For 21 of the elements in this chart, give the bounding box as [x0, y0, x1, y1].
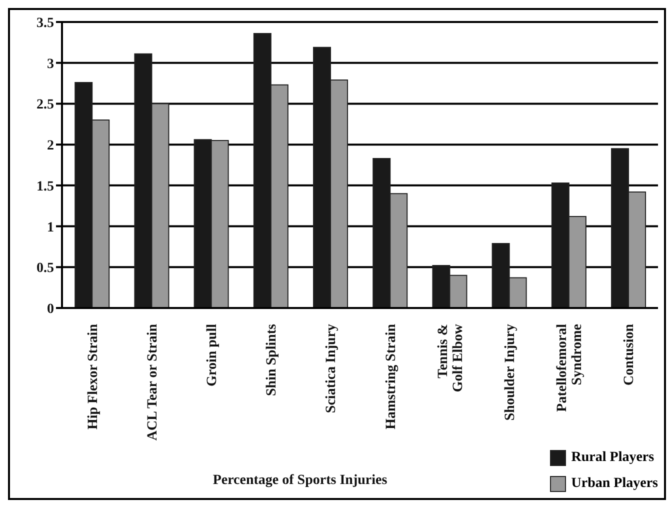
x-tick-label: Hip Flexor Strain: [86, 324, 101, 430]
y-tick-label: 0.5: [36, 261, 54, 276]
y-tick-label: 2: [47, 138, 54, 154]
y-tick-label: 1: [47, 220, 54, 236]
y-tick-label: 1.5: [36, 179, 54, 194]
legend-label: Urban Players: [571, 476, 658, 492]
legend-label: Rural Players: [571, 450, 654, 466]
x-tick-label: Sciatica Injury: [324, 324, 340, 414]
x-tick-label: ACL Tear or Strain: [145, 324, 160, 441]
x-tick-label: Shin Splints: [264, 323, 280, 396]
x-axis-title: Percentage of Sports Injuries: [212, 473, 388, 488]
x-tick-label: Groin pull: [205, 324, 220, 386]
x-tick-label: Hamstring Strain: [384, 324, 399, 430]
y-tick-label: 2.5: [36, 98, 54, 113]
y-tick-label: 3.5: [36, 16, 54, 31]
x-tick-label: Patellofemoral Syndrome: [555, 324, 586, 412]
x-tick-label: Shoulder Injury: [503, 324, 518, 421]
y-tick-label: 0: [47, 302, 54, 317]
x-tick-label: Contusion: [622, 324, 638, 386]
x-tick-label: Tennis & Golf Elbow: [436, 323, 466, 392]
y-tick-label: 3: [47, 56, 54, 72]
